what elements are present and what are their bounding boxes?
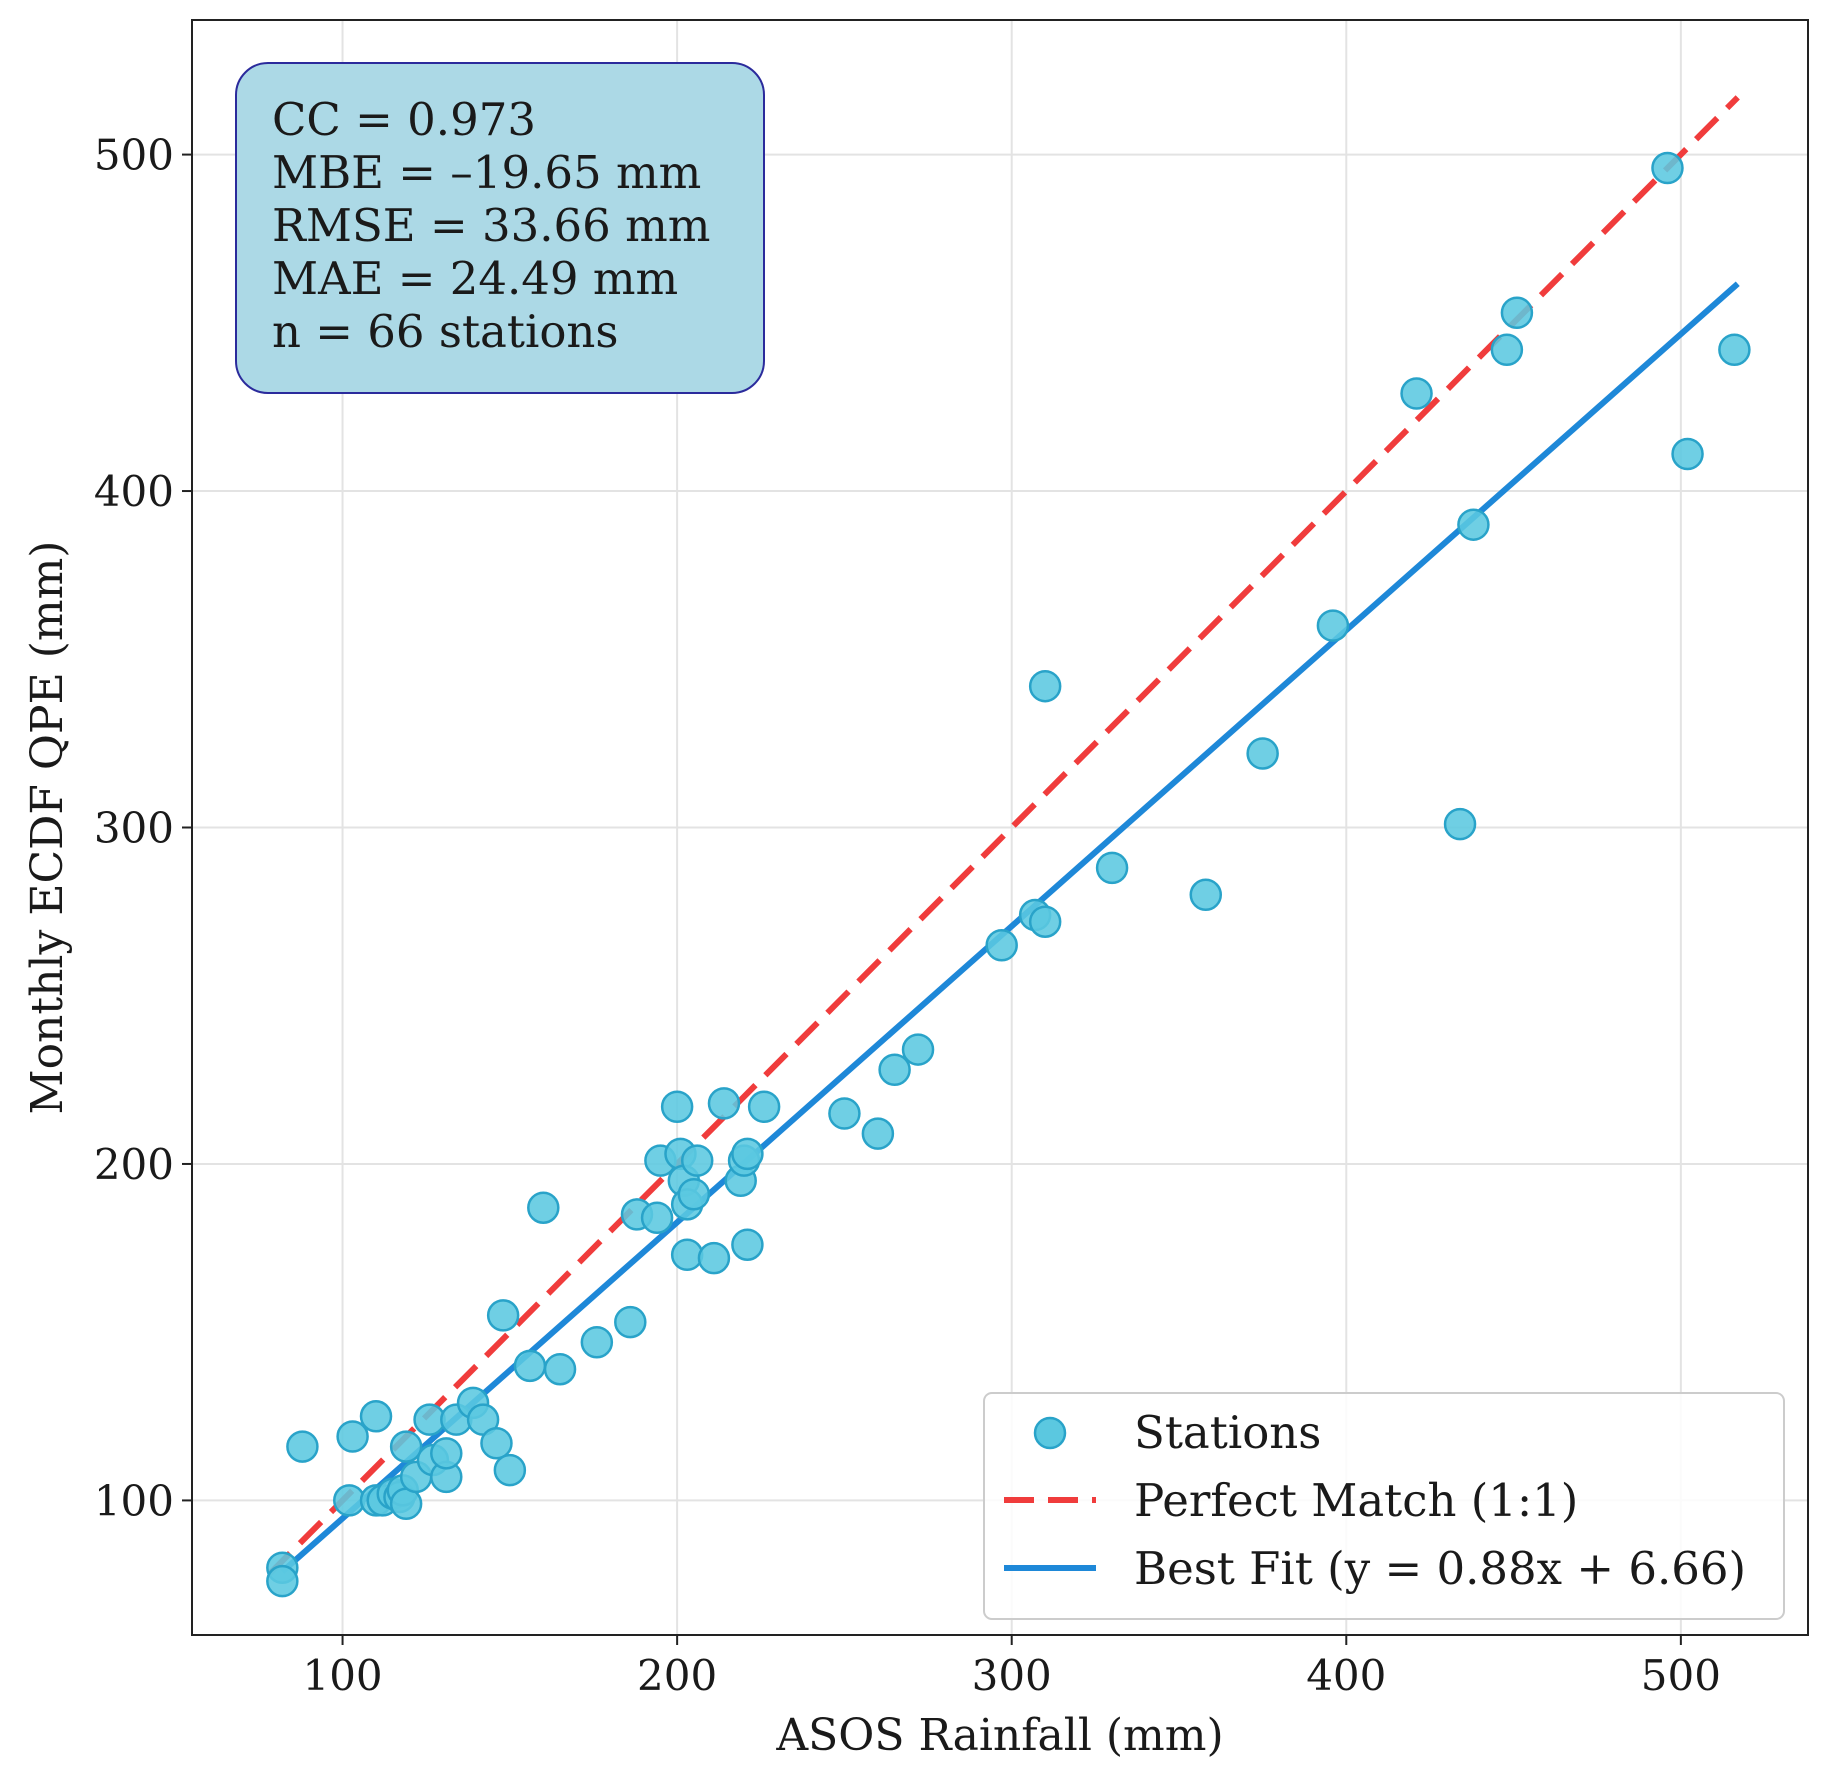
station-point: [580, 1326, 614, 1359]
y-tick-label: 200: [94, 1140, 174, 1189]
stat-mbe: MBE = –19.65 mm: [272, 146, 701, 199]
station-point: [430, 1437, 463, 1470]
station-point: [527, 1191, 560, 1224]
station-point: [731, 1137, 764, 1171]
station-point: [480, 1426, 513, 1460]
station-point: [1028, 669, 1062, 703]
y-tick-label: 400: [94, 467, 174, 516]
station-point: [286, 1430, 319, 1463]
station-point: [861, 1117, 895, 1150]
station-point: [747, 1090, 781, 1124]
best-fit-line: [280, 281, 1740, 1574]
station-point: [707, 1087, 741, 1120]
station-point: [513, 1349, 547, 1383]
legend-perfect-label: Perfect Match (1:1): [1134, 1474, 1578, 1527]
station-point: [266, 1564, 299, 1598]
station-point: [828, 1097, 861, 1130]
station-point: [731, 1228, 764, 1261]
station-point: [359, 1400, 393, 1433]
stat-rmse: RMSE = 33.66 mm: [272, 199, 710, 252]
station-point: [1400, 377, 1433, 410]
station-point: [1718, 333, 1751, 366]
x-tick-label: 100: [302, 1651, 382, 1700]
station-point: [1316, 609, 1350, 642]
x-tick-label: 500: [1641, 1651, 1721, 1700]
station-point: [389, 1430, 423, 1463]
station-point: [389, 1487, 423, 1521]
station-point: [1490, 333, 1524, 366]
stats-box-background: [235, 62, 765, 394]
station-point: [486, 1299, 520, 1332]
x-tick-label: 200: [637, 1651, 717, 1700]
station-point: [543, 1352, 577, 1386]
station-point: [1671, 437, 1704, 471]
station-point: [680, 1144, 714, 1177]
x-axis-title: ASOS Rainfall (mm): [775, 1710, 1223, 1761]
station-point: [1246, 737, 1279, 770]
station-point: [336, 1420, 369, 1453]
y-tick-label: 300: [94, 804, 174, 853]
station-point: [614, 1305, 647, 1339]
station-point: [677, 1177, 711, 1211]
station-point: [697, 1241, 731, 1275]
legend-fit-label: Best Fit (y = 0.88x + 6.66): [1134, 1542, 1746, 1595]
stat-mae: MAE = 24.49 mm: [272, 252, 678, 305]
station-point: [1500, 296, 1534, 329]
station-point: [660, 1090, 694, 1124]
y-tick-label: 500: [94, 131, 174, 180]
x-tick-label: 400: [1306, 1651, 1386, 1700]
legend-stations-marker: [1033, 1416, 1067, 1450]
axis-ticks: 100 200 300 400 500 100 200 300 400 500: [94, 131, 1721, 1700]
station-points: [266, 151, 1751, 1598]
stat-n: n = 66 stations: [272, 305, 619, 358]
stat-cc: CC = 0.973: [272, 93, 536, 146]
station-point: [1443, 807, 1477, 841]
station-point: [333, 1484, 366, 1517]
legend-background: [983, 1392, 1785, 1620]
station-point: [1189, 878, 1223, 912]
station-point: [640, 1201, 674, 1235]
station-point: [493, 1453, 527, 1487]
legend: Stations Perfect Match (1:1) Best Fit (y…: [983, 1392, 1785, 1620]
stats-box: CC = 0.973 MBE = –19.65 mm RMSE = 33.66 …: [235, 62, 765, 394]
station-point: [413, 1403, 446, 1436]
station-point: [901, 1033, 935, 1066]
station-point: [1457, 508, 1490, 541]
station-point: [1028, 905, 1062, 938]
station-point: [985, 929, 1018, 962]
station-point: [1651, 151, 1684, 185]
legend-stations-label: Stations: [1134, 1406, 1321, 1459]
station-point: [878, 1053, 911, 1086]
station-point: [1095, 851, 1129, 885]
y-axis-title: Monthly ECDF QPE (mm): [22, 541, 73, 1115]
y-tick-label: 100: [94, 1476, 174, 1525]
x-tick-label: 300: [972, 1651, 1052, 1700]
station-point: [670, 1238, 704, 1272]
